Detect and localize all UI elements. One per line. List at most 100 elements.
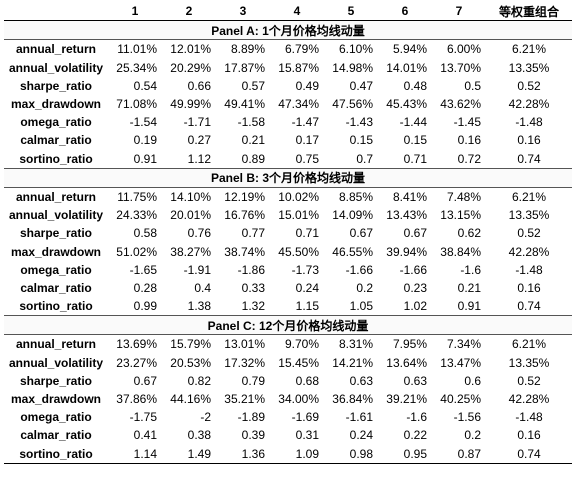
value-cell: 0.77 — [241, 226, 265, 241]
value-cell: 13.70% — [440, 60, 481, 75]
value-cell: 40.25% — [440, 392, 481, 407]
value-cell: 38.27% — [170, 244, 211, 259]
value-cell: 0.27 — [187, 133, 211, 148]
value-cell: 13.47% — [440, 355, 481, 370]
value-cell: 7.48% — [446, 189, 481, 204]
value-cell: 10.02% — [278, 189, 319, 204]
value-cell: 1.09 — [270, 444, 324, 464]
value-cell: 7.95% — [392, 337, 427, 352]
table-row: omega_ratio -1.65 -1.91 -1.86 -1.73 -1.66 -1.6… — [4, 261, 572, 279]
value-cell: 0.58 — [133, 226, 157, 241]
value-cell: 1.02 — [403, 299, 427, 314]
value-cell: 9.70% — [284, 337, 319, 352]
value-cell: 23.27% — [116, 355, 157, 370]
metric-label: annual_return — [15, 337, 96, 352]
metric-label: annual_return — [15, 189, 96, 204]
value-cell: 16.76% — [224, 208, 265, 223]
value-cell: 14.10% — [170, 189, 211, 204]
value-cell: 1.32 — [241, 299, 265, 314]
value-cell: 6.21% — [511, 42, 547, 57]
value-cell: 15.01% — [278, 208, 319, 223]
value-cell: -1.48 — [515, 410, 543, 425]
metric-label: max_drawdown — [10, 244, 102, 259]
value-cell: 36.84% — [332, 392, 373, 407]
value-cell: 44.16% — [170, 392, 211, 407]
table-row: sortino_ratio 0.99 1.38 1.32 1.15 1.05 1.02 0.9… — [4, 297, 572, 316]
value-cell: 0.19 — [133, 133, 157, 148]
value-cell: 8.31% — [338, 337, 373, 352]
value-cell: 6.79% — [284, 42, 319, 57]
value-cell: -2 — [200, 410, 211, 425]
value-cell: 38.84% — [440, 244, 481, 259]
value-cell: 12.19% — [224, 189, 265, 204]
table-row: sharpe_ratio 0.54 0.66 0.57 0.49 0.47 0.48 0.5 0… — [4, 77, 572, 95]
value-cell: 0.4 — [194, 280, 211, 295]
value-cell: 7.34% — [446, 337, 481, 352]
value-cell: 6.00% — [446, 42, 481, 57]
value-cell: -1.75 — [129, 410, 157, 425]
metric-label: max_drawdown — [10, 97, 102, 112]
value-cell: -1.73 — [291, 262, 319, 277]
header-cell-7: 7 — [432, 2, 486, 22]
value-cell: 0.21 — [241, 133, 265, 148]
value-cell: 0.76 — [187, 226, 211, 241]
header-cell-equal-weight: 等权重组合 — [486, 2, 572, 22]
metric-label: calmar_ratio — [20, 133, 92, 148]
value-cell: 1.36 — [216, 444, 270, 464]
value-cell: 0.16 — [457, 133, 481, 148]
value-cell: 0.63 — [403, 373, 427, 388]
panel-title: Panel B: 3个月价格均线动量 — [4, 167, 572, 188]
value-cell: 0.71 — [295, 226, 319, 241]
metric-label: sortino_ratio — [19, 299, 93, 314]
value-cell: 11.01% — [117, 42, 157, 57]
metric-label: sharpe_ratio — [19, 373, 93, 388]
value-cell: 0.39 — [241, 428, 265, 443]
value-cell: 0.6 — [464, 373, 481, 388]
value-cell: 0.91 — [457, 299, 481, 314]
value-cell: 0.82 — [187, 373, 211, 388]
value-cell: -1.71 — [183, 115, 211, 130]
value-cell: -1.65 — [129, 262, 157, 277]
value-cell: 0.16 — [517, 280, 541, 295]
table-row: calmar_ratio 0.41 0.38 0.39 0.31 0.24 0.22 0.2 0… — [4, 426, 572, 444]
value-cell: 51.02% — [116, 244, 157, 259]
value-cell: 15.79% — [170, 337, 211, 352]
metric-label: calmar_ratio — [20, 428, 92, 443]
value-cell: 13.15% — [440, 208, 481, 223]
panel-title: Panel A: 1个月价格均线动量 — [4, 20, 572, 41]
value-cell: 0.62 — [457, 226, 481, 241]
metric-label: omega_ratio — [20, 410, 92, 425]
value-cell: 46.55% — [332, 244, 373, 259]
table-row: annual_volatility 24.33% 20.01% 16.76% 15.01… — [4, 206, 572, 224]
table-row: sharpe_ratio 0.67 0.82 0.79 0.68 0.63 0.63 0.6 0… — [4, 372, 572, 390]
table-row: calmar_ratio 0.19 0.27 0.21 0.17 0.15 0.15 0.16… — [4, 131, 572, 149]
table-row: annual_return 13.69% 15.79% 13.01% 9.70% 8.31… — [4, 335, 572, 354]
value-cell: 0.68 — [295, 373, 319, 388]
value-cell: 0.75 — [295, 151, 319, 166]
metric-label: annual_return — [15, 42, 96, 57]
value-cell: 20.29% — [170, 60, 211, 75]
value-cell: 0.23 — [403, 280, 427, 295]
value-cell: -1.6 — [460, 262, 481, 277]
value-cell: -1.48 — [515, 115, 543, 130]
value-cell: 0.95 — [378, 444, 432, 464]
value-cell: 1.15 — [295, 299, 319, 314]
value-cell: 1.05 — [349, 299, 373, 314]
value-cell: -1.47 — [291, 115, 319, 130]
value-cell: 0.33 — [241, 280, 265, 295]
value-cell: 0.24 — [349, 428, 373, 443]
metric-label: sortino_ratio — [19, 151, 93, 166]
value-cell: 1.38 — [187, 299, 211, 314]
value-cell: 0.74 — [517, 299, 541, 314]
value-cell: 0.24 — [295, 280, 319, 295]
value-cell: 8.41% — [392, 189, 427, 204]
value-cell: 13.01% — [224, 337, 265, 352]
value-cell: 6.21% — [511, 189, 547, 204]
value-cell: 49.41% — [224, 97, 265, 112]
table-row: annual_return 11.01% 12.01% 8.89% 6.79% 6.10%… — [4, 40, 572, 59]
performance-table: 1 2 3 4 5 6 7 等权重组合 Panel A: 1个月价格均线动量 an… — [4, 2, 572, 464]
table-row: omega_ratio -1.54 -1.71 -1.58 -1.47 -1.43 -1.4… — [4, 113, 572, 131]
panel-title-row: Panel C: 12个月价格均线动量 — [4, 315, 572, 336]
value-cell: 0.87 — [432, 444, 486, 464]
value-cell: 0.2 — [464, 428, 481, 443]
